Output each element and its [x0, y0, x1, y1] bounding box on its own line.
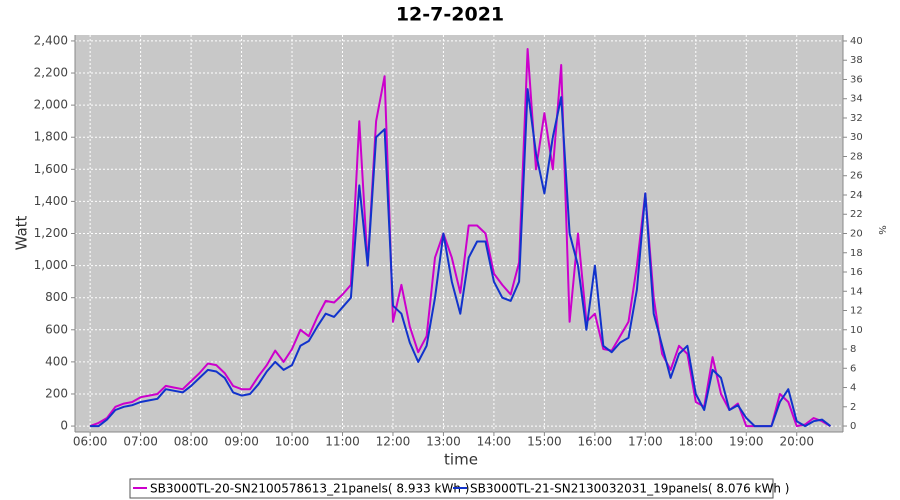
y2-tick-label: 2 — [850, 402, 856, 413]
legend-label: SB3000TL-21-SN2130032031_19panels( 8.076… — [470, 482, 789, 496]
x-tick-label: 08:00 — [174, 435, 209, 449]
x-tick-label: 16:00 — [578, 435, 613, 449]
legend-label: SB3000TL-20-SN2100578613_21panels( 8.933… — [150, 482, 469, 496]
y2-tick-label: 0 — [850, 421, 856, 432]
series-line — [89, 48, 831, 428]
x-tick-label: 11:00 — [325, 435, 360, 449]
x-tick-label: 07:00 — [123, 435, 158, 449]
y-tick-label: 2,200 — [34, 66, 68, 80]
y2-tick-label: 38 — [850, 55, 863, 66]
y-tick-label: 400 — [45, 354, 68, 368]
y2-tick-label: 4 — [850, 383, 856, 394]
y2-tick-label: 34 — [850, 94, 863, 105]
y-tick-label: 0 — [60, 419, 68, 433]
x-tick-label: 18:00 — [678, 435, 713, 449]
y2-tick-label: 8 — [850, 344, 856, 355]
y2-tick-label: 28 — [850, 151, 863, 162]
series-line — [90, 88, 832, 428]
y2-tick-label: 12 — [850, 306, 863, 317]
x-tick-label: 09:00 — [224, 435, 259, 449]
y2-tick-label: 14 — [850, 286, 863, 297]
y-axis-title: Watt — [13, 215, 31, 250]
y-tick-label: 1,600 — [34, 162, 68, 176]
y2-tick-label: 6 — [850, 363, 856, 374]
y-tick-label: 600 — [45, 322, 68, 336]
y-tick-label: 1,800 — [34, 130, 68, 144]
y2-tick-label: 40 — [850, 36, 863, 47]
x-tick-label: 17:00 — [628, 435, 663, 449]
chart-title: 12-7-2021 — [396, 4, 504, 26]
y2-axis-title: % — [876, 225, 887, 235]
x-tick-label: 14:00 — [477, 435, 512, 449]
y2-tick-label: 24 — [850, 190, 863, 201]
y-tick-label: 800 — [45, 290, 68, 304]
y-tick-label: 1,000 — [34, 258, 68, 272]
y2-tick-label: 30 — [850, 132, 863, 143]
x-tick-label: 20:00 — [779, 435, 814, 449]
x-tick-label: 15:00 — [527, 435, 562, 449]
x-tick-label: 10:00 — [275, 435, 310, 449]
y-tick-label: 2,000 — [34, 98, 68, 112]
y-tick-label: 200 — [45, 386, 68, 400]
y2-tick-label: 26 — [850, 171, 863, 182]
x-tick-label: 19:00 — [729, 435, 764, 449]
y-tick-label: 2,400 — [34, 33, 68, 47]
x-tick-label: 12:00 — [376, 435, 411, 449]
y-tick-label: 1,200 — [34, 226, 68, 240]
y2-tick-label: 20 — [850, 229, 863, 240]
x-tick-label: 06:00 — [73, 435, 108, 449]
y2-tick-label: 10 — [850, 325, 863, 336]
y2-tick-label: 18 — [850, 248, 863, 259]
x-axis-title: time — [444, 451, 478, 469]
y-tick-label: 1,400 — [34, 194, 68, 208]
y2-tick-label: 22 — [850, 209, 863, 220]
x-tick-label: 13:00 — [426, 435, 461, 449]
y2-tick-label: 32 — [850, 113, 863, 124]
y2-tick-label: 36 — [850, 74, 863, 85]
y2-tick-label: 16 — [850, 267, 863, 278]
legend-box — [129, 478, 774, 499]
